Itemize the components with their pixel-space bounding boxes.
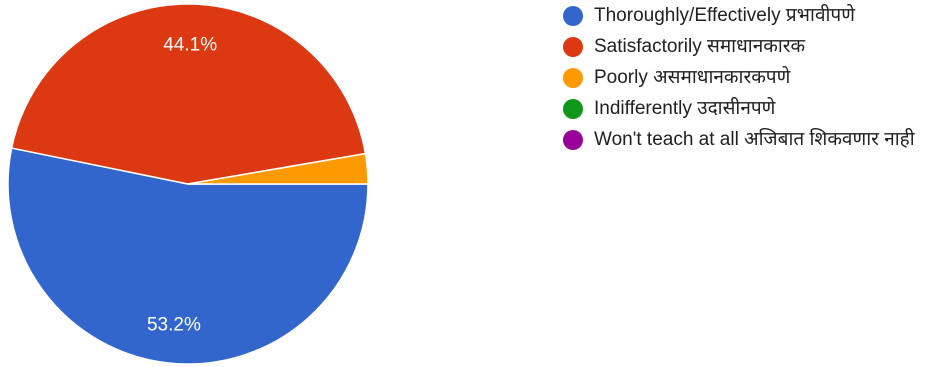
- legend-label-5: Won't teach at all अजिबात शिकवणार नाही: [594, 129, 915, 150]
- legend-item-2: Satisfactorily समाधानकारक: [563, 35, 941, 59]
- pie-slice-3: [187, 152, 369, 185]
- slice-value-label-1: 53.2%: [147, 315, 201, 336]
- slice-value-label-2: 44.1%: [163, 35, 217, 56]
- legend-item-3: Poorly असमाधानकारकपणे: [563, 66, 941, 90]
- legend-swatch-5: [563, 130, 583, 150]
- pie-slice-2: [10, 3, 367, 185]
- chart-legend: Thoroughly/Effectively प्रभावीपणे Satisfa…: [563, 4, 941, 159]
- legend-swatch-4: [563, 99, 583, 119]
- legend-swatch-3: [563, 68, 583, 88]
- legend-item-5: Won't teach at all अजिबात शिकवणार नाही: [563, 128, 941, 152]
- legend-item-4: Indifferently उदासीनपणे: [563, 97, 941, 121]
- pie-plot-area: 53.2% 44.1%: [7, 3, 369, 365]
- legend-item-1: Thoroughly/Effectively प्रभावीपणे: [563, 4, 941, 28]
- legend-swatch-1: [563, 6, 583, 26]
- legend-label-3: Poorly असमाधानकारकपणे: [594, 67, 791, 88]
- legend-label-1: Thoroughly/Effectively प्रभावीपणे: [594, 5, 855, 26]
- legend-swatch-2: [563, 37, 583, 57]
- legend-label-2: Satisfactorily समाधानकारक: [594, 36, 806, 57]
- legend-label-4: Indifferently उदासीनपणे: [594, 98, 776, 119]
- pie-slice-1: [7, 147, 369, 365]
